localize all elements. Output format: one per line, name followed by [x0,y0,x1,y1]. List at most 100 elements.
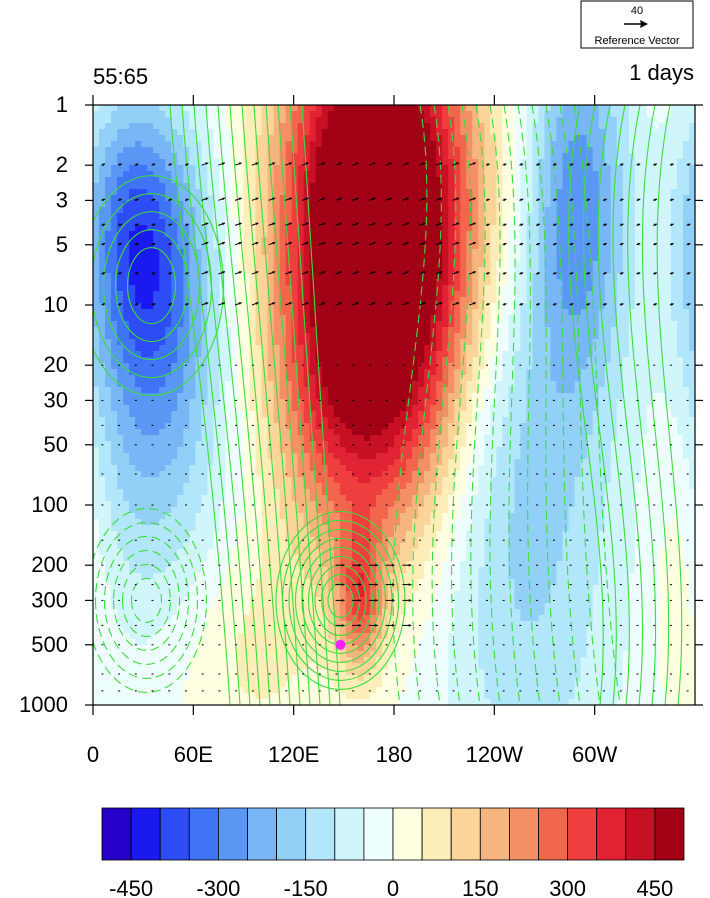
shading-cell [652,345,660,352]
shading-cell [604,183,612,190]
shading-cell [105,141,112,148]
shading-cell [496,195,503,202]
shading-cell [117,267,124,274]
shading-cell [628,189,636,196]
shading-cell [363,321,371,328]
shading-cell [412,123,419,130]
shading-cell [430,339,437,346]
shading-cell [291,375,299,382]
shading-cell [424,267,431,274]
shading-cell [207,237,214,244]
shading-cell [628,309,636,316]
shading-cell [237,129,245,136]
shading-cell [526,291,534,298]
shading-cell [351,219,359,226]
shading-cell [448,201,455,208]
shading-cell [297,213,305,220]
shading-cell [604,129,612,136]
shading-cell [436,213,443,220]
shading-cell [634,207,642,214]
shading-cell [670,249,678,256]
shading-cell [442,237,449,244]
shading-cell [484,111,491,118]
shading-cell [520,123,528,130]
shading-cell [159,177,166,184]
shading-cell [448,189,455,196]
shading-cell [622,219,630,226]
shading-cell [291,309,299,316]
shading-cell [339,345,347,352]
shading-cell [430,387,437,394]
shading-cell [243,375,251,382]
shading-cell [147,393,154,400]
shading-cell [111,207,118,214]
shading-cell [195,135,202,142]
shading-cell [381,225,389,232]
shading-cell [604,357,612,364]
shading-cell [682,165,690,172]
shading-cell [333,345,341,352]
shading-cell [135,207,142,214]
shading-cell [544,309,552,316]
shading-cell [201,159,208,166]
shading-cell [321,225,329,232]
shading-cell [562,303,570,310]
shading-cell [219,333,227,340]
shading-cell [261,123,269,130]
shading-cell [111,219,118,226]
shading-cell [490,243,497,250]
shading-cell [682,291,690,298]
shading-cell [640,159,648,166]
shading-cell [550,279,558,286]
shading-cell [610,243,618,250]
shading-cell [568,231,576,238]
shading-cell [646,297,654,304]
shading-cell [556,363,564,370]
shading-cell [213,177,221,184]
shading-cell [424,111,431,118]
shading-cell [490,321,497,328]
shading-cell [189,369,196,376]
shading-cell [129,345,136,352]
shading-cell [508,297,515,304]
shading-cell [153,135,160,142]
shading-cell [291,303,299,310]
shading-cell [249,393,257,400]
shading-cell [490,201,497,208]
shading-cell [339,201,347,208]
shading-cell [448,135,455,142]
shading-cell [466,339,473,346]
shading-cell [117,201,124,208]
shading-cell [243,189,251,196]
shading-cell [357,141,365,148]
shading-cell [544,231,552,238]
shading-cell [484,261,491,268]
shading-cell [472,165,479,172]
shading-cell [562,201,570,208]
shading-cell [111,213,118,220]
shading-cell [261,189,269,196]
shading-cell [514,381,522,388]
shading-cell [472,285,479,292]
shading-cell [171,135,178,142]
shading-cell [586,195,594,202]
shading-cell [532,225,540,232]
shading-cell [478,393,485,400]
shading-cell [105,201,112,208]
shading-cell [592,309,600,316]
shading-cell [574,369,582,376]
shading-cell [285,267,293,274]
shading-cell [568,339,576,346]
shading-cell [670,357,678,364]
shading-cell [237,267,245,274]
shading-cell [556,183,564,190]
shading-cell [237,225,245,232]
shading-cell [622,195,630,202]
shading-cell [201,285,208,292]
shading-cell [369,381,377,388]
shading-cell [111,159,118,166]
shading-cell [586,387,594,394]
shading-cell [568,141,576,148]
shading-cell [99,315,106,322]
shading-cell [490,303,497,310]
